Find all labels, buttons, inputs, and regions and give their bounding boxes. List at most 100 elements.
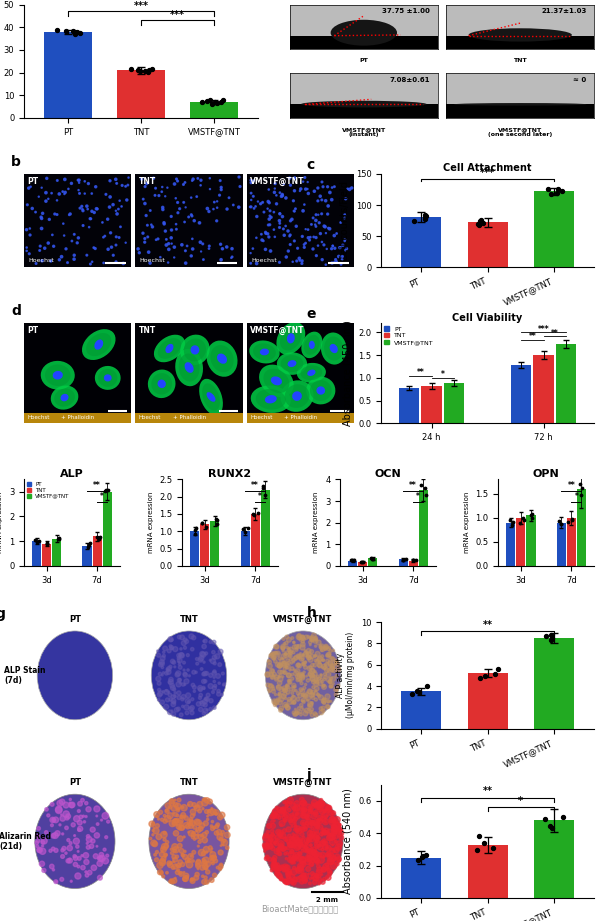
- Point: [248, 189, 258, 204]
- Circle shape: [289, 682, 291, 684]
- Circle shape: [203, 640, 205, 642]
- Circle shape: [164, 815, 171, 822]
- Text: *: *: [416, 493, 420, 501]
- Circle shape: [164, 705, 169, 709]
- Circle shape: [293, 713, 296, 717]
- Circle shape: [60, 878, 64, 881]
- Circle shape: [313, 674, 314, 676]
- Circle shape: [180, 815, 183, 819]
- Point: [106, 190, 115, 204]
- Point: [263, 227, 272, 241]
- Circle shape: [313, 810, 318, 815]
- Circle shape: [97, 861, 103, 867]
- Circle shape: [320, 799, 323, 801]
- Circle shape: [332, 832, 337, 835]
- Point: [143, 64, 153, 79]
- Point: [278, 188, 287, 203]
- Ellipse shape: [301, 332, 322, 358]
- Circle shape: [207, 815, 208, 817]
- Circle shape: [285, 839, 287, 842]
- Circle shape: [326, 815, 328, 817]
- Circle shape: [290, 849, 294, 854]
- Circle shape: [85, 871, 87, 873]
- Point: [109, 248, 118, 262]
- Point: [505, 512, 514, 527]
- Point: [292, 219, 301, 234]
- Circle shape: [312, 849, 315, 853]
- Circle shape: [278, 841, 284, 846]
- Circle shape: [266, 841, 268, 843]
- Point: [508, 514, 518, 529]
- Point: [133, 241, 143, 256]
- Circle shape: [318, 820, 320, 822]
- Point: [77, 202, 87, 216]
- Circle shape: [176, 670, 181, 676]
- Circle shape: [271, 652, 275, 656]
- Circle shape: [320, 674, 323, 676]
- Circle shape: [290, 846, 292, 848]
- Circle shape: [269, 839, 272, 842]
- Point: [575, 477, 585, 492]
- Point: [259, 479, 268, 494]
- Circle shape: [274, 842, 275, 845]
- Circle shape: [167, 649, 171, 653]
- Circle shape: [302, 708, 304, 710]
- Circle shape: [299, 710, 302, 713]
- Circle shape: [307, 819, 311, 823]
- Circle shape: [289, 856, 296, 862]
- Point: [160, 189, 170, 204]
- Point: [73, 25, 82, 40]
- Circle shape: [314, 851, 316, 853]
- Circle shape: [284, 879, 289, 885]
- Circle shape: [209, 707, 212, 711]
- Circle shape: [184, 647, 187, 649]
- Point: [187, 209, 197, 224]
- Circle shape: [315, 839, 319, 843]
- Circle shape: [313, 857, 318, 862]
- Circle shape: [179, 823, 182, 826]
- Circle shape: [309, 712, 311, 714]
- Circle shape: [304, 845, 307, 849]
- Circle shape: [321, 867, 326, 872]
- Circle shape: [311, 680, 316, 684]
- Circle shape: [320, 803, 322, 804]
- Ellipse shape: [301, 366, 322, 380]
- Circle shape: [83, 853, 89, 858]
- Text: Hoechst: Hoechst: [250, 415, 272, 420]
- Circle shape: [156, 815, 158, 818]
- Circle shape: [220, 863, 223, 867]
- Circle shape: [65, 852, 67, 855]
- Circle shape: [314, 686, 319, 691]
- Circle shape: [163, 651, 165, 653]
- Circle shape: [323, 644, 329, 649]
- Circle shape: [285, 635, 289, 639]
- Circle shape: [289, 871, 292, 875]
- Circle shape: [332, 822, 335, 823]
- Circle shape: [197, 805, 199, 807]
- Circle shape: [166, 871, 168, 874]
- Circle shape: [166, 670, 171, 674]
- Circle shape: [188, 831, 194, 836]
- Circle shape: [317, 694, 320, 697]
- Point: [258, 195, 268, 210]
- Point: [31, 256, 41, 271]
- Title: Cell Viability: Cell Viability: [452, 312, 523, 322]
- Circle shape: [163, 819, 167, 823]
- Circle shape: [308, 849, 312, 854]
- Point: [285, 170, 295, 185]
- Circle shape: [317, 819, 322, 824]
- Circle shape: [272, 688, 275, 691]
- Point: [310, 217, 320, 232]
- Circle shape: [325, 694, 330, 699]
- Circle shape: [283, 829, 286, 833]
- Circle shape: [170, 862, 172, 864]
- Point: [259, 204, 269, 219]
- Circle shape: [327, 832, 330, 835]
- Text: 37.75 ±1.00: 37.75 ±1.00: [382, 8, 430, 15]
- Circle shape: [215, 654, 220, 659]
- Circle shape: [311, 873, 317, 880]
- Circle shape: [280, 834, 286, 839]
- Circle shape: [99, 856, 105, 861]
- Point: [145, 204, 155, 218]
- Circle shape: [91, 865, 97, 870]
